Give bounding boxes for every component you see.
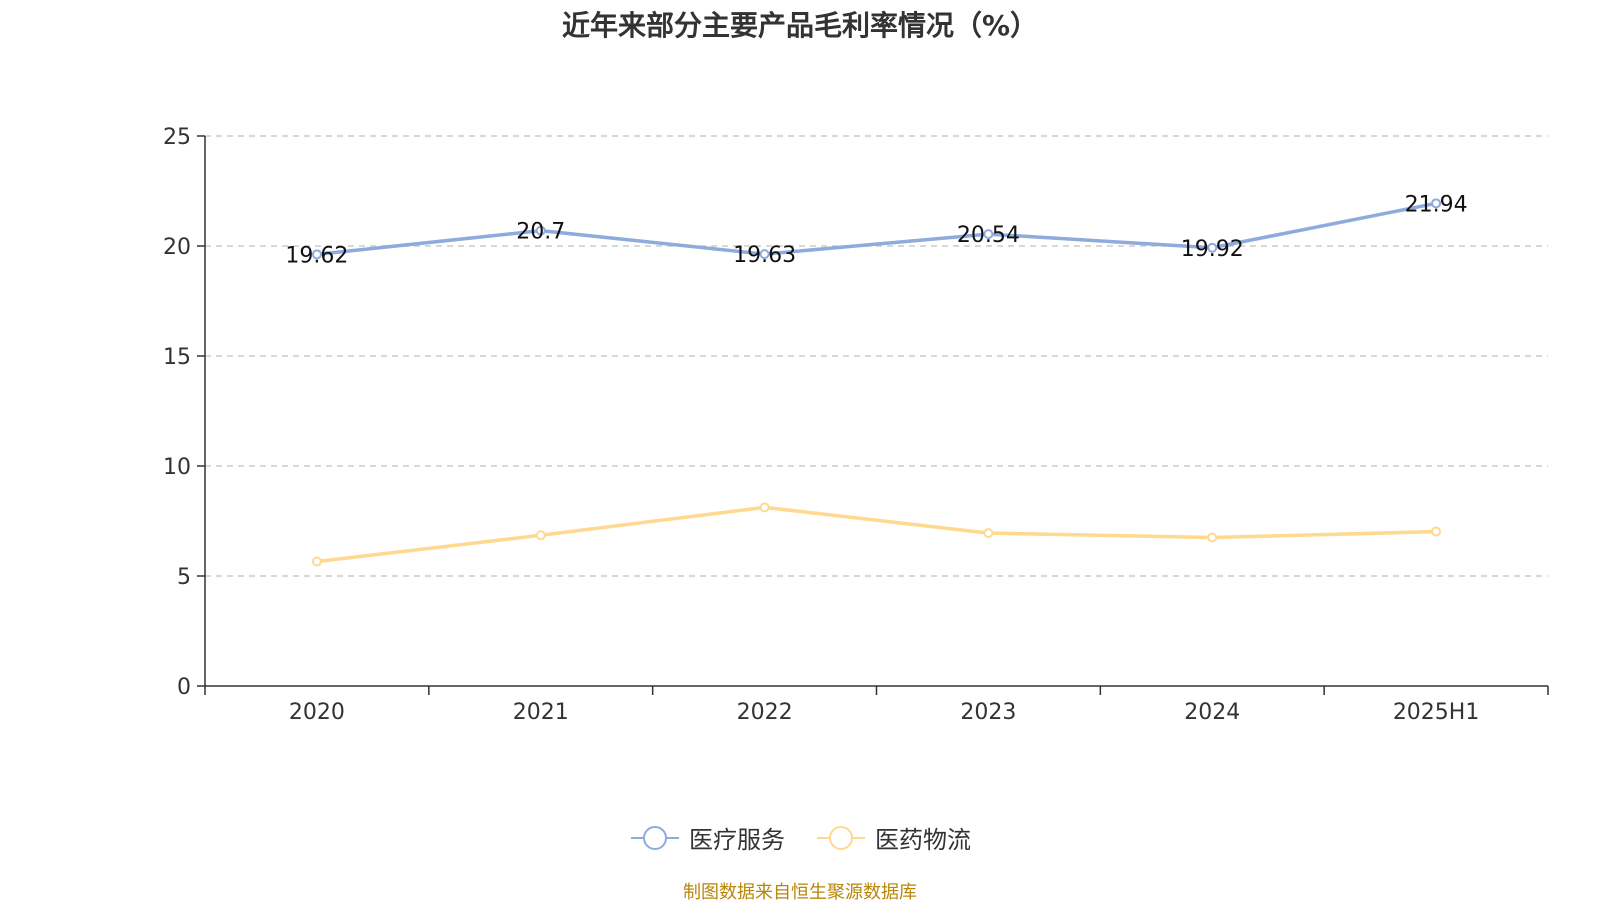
data-label: 19.63 [733,243,796,268]
legend-label: 医药物流 [875,826,971,854]
y-tick-label: 20 [163,235,191,260]
data-label: 19.62 [285,243,348,268]
data-point [311,249,322,260]
data-point [759,249,770,260]
y-tick-label: 25 [163,125,191,150]
y-tick-label: 5 [177,565,191,590]
y-tick-label: 15 [163,345,191,370]
series-line-0 [316,201,1437,257]
line-chart: 0 5 10 15 20 25 2020 2021 2022 2023 2024 2025H1 19.… [163,125,1549,725]
x-tick-label: 2020 [289,700,345,725]
y-tick-label: 0 [177,675,191,700]
legend-symbol-icon [817,825,865,850]
data-point [1207,242,1218,253]
data-point [759,502,770,513]
grid-lines [205,135,1548,577]
chart-title: 近年来部分主要产品毛利率情况（%） [561,9,1039,42]
x-tick-label: 2022 [737,700,793,725]
data-point [535,530,546,541]
data-labels: 19.62 20.7 19.63 20.54 19.92 21.94 [285,192,1467,268]
data-label: 20.7 [516,220,565,245]
x-tick-label: 2025H1 [1393,700,1480,725]
x-tick-label: 2023 [960,700,1016,725]
data-label: 19.92 [1181,237,1244,262]
axes: 0 5 10 15 20 25 2020 2021 2022 2023 2024 2025H1 [163,125,1549,725]
series-line-1 [316,505,1437,564]
data-point [983,528,994,539]
legend-item-series-0[interactable]: 医疗服务 [629,820,785,855]
data-point [1207,532,1218,543]
data-point [983,229,994,240]
x-tick-label: 2024 [1184,700,1240,725]
data-label: 20.54 [957,223,1020,248]
data-point [535,225,546,236]
series-lines [311,198,1442,567]
y-tick-label: 10 [163,455,191,480]
legend-label: 医疗服务 [689,826,785,854]
x-tick-label: 2021 [513,700,569,725]
source-note: 制图数据来自恒生聚源数据库 [683,882,917,903]
data-label: 21.94 [1405,192,1468,217]
data-point [311,556,322,567]
data-point [1431,526,1442,537]
legend-symbol-icon [631,825,679,850]
legend-item-series-1[interactable]: 医药物流 [815,820,971,855]
legend: 医疗服务 医药物流 [0,820,1600,855]
data-point [1431,198,1442,209]
